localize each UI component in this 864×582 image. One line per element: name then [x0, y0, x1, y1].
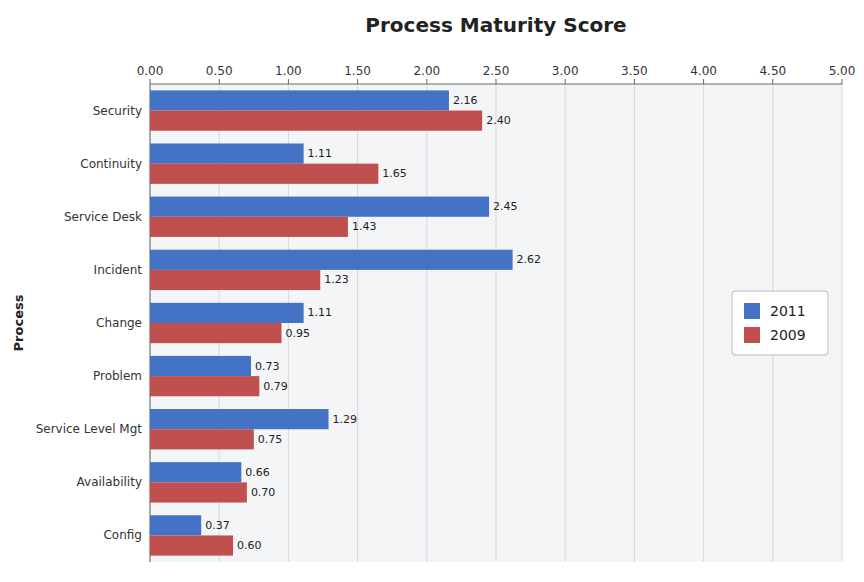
tick-label: 2.50: [483, 64, 510, 78]
bar: [150, 535, 233, 555]
data-label: 0.66: [245, 466, 270, 479]
x-axis-line: [150, 84, 842, 85]
tick-label: 3.50: [621, 64, 648, 78]
y-axis-label: Process: [11, 294, 26, 351]
grid-line: [703, 84, 704, 562]
data-label: 0.75: [258, 433, 283, 446]
bar: [150, 376, 259, 396]
tick-mark: [496, 79, 497, 84]
tick-mark: [219, 79, 220, 84]
data-label: 1.65: [382, 167, 407, 180]
tick-mark: [565, 79, 566, 84]
bar: [150, 429, 254, 449]
bar: [150, 482, 247, 502]
tick-label: 4.50: [759, 64, 786, 78]
x-axis: 0.00 0.50 1.00 1.50 2.00 2.50 3.00 3.50 4.00 4.50…: [137, 64, 856, 84]
data-label: 1.23: [324, 273, 349, 286]
data-label: 0.60: [237, 539, 261, 552]
bar: [150, 515, 201, 535]
category-label: Config: [103, 528, 142, 542]
data-label: 1.29: [333, 413, 358, 426]
tick-mark: [703, 79, 704, 84]
bar: [150, 303, 304, 323]
tick-label: 4.00: [690, 64, 717, 78]
bar: [150, 90, 449, 110]
legend: 2011 2009: [732, 291, 828, 355]
tick-mark: [288, 79, 289, 84]
legend-label: 2011: [770, 303, 806, 319]
legend-box: [732, 291, 828, 355]
bar: [150, 250, 513, 270]
grid-line: [842, 84, 843, 562]
y-axis: Security Continuity Service Desk Incident Ch…: [36, 104, 143, 543]
data-label: 2.62: [517, 253, 542, 266]
tick-label: 1.50: [344, 64, 371, 78]
bar: [150, 323, 281, 343]
data-label: 1.43: [352, 220, 377, 233]
bar: [150, 409, 329, 429]
category-label: Availability: [77, 475, 142, 489]
grid-line: [634, 84, 635, 562]
grid-line: [426, 84, 427, 562]
category-label: Service Level Mgt: [36, 422, 143, 436]
data-label: 2.45: [493, 200, 517, 213]
data-labels: 2.16 1.11 2.45 2.62 1.11 0.73 1.29 0.66 0.37 2.40…: [205, 94, 541, 552]
tick-mark: [772, 79, 773, 84]
bar: [150, 270, 320, 290]
bar: [150, 197, 489, 217]
data-label: 1.11: [308, 306, 333, 319]
x-grid: [150, 84, 842, 562]
tick-label: 2.00: [413, 64, 440, 78]
data-label: 0.70: [251, 486, 276, 499]
data-label: 0.95: [285, 327, 310, 340]
bar: [150, 356, 251, 376]
category-label: Problem: [93, 369, 142, 383]
tick-label: 0.00: [137, 64, 164, 78]
tick-label: 1.00: [275, 64, 302, 78]
bar: [150, 143, 304, 163]
tick-label: 3.00: [552, 64, 579, 78]
tick-mark: [842, 79, 843, 84]
category-label: Security: [93, 104, 142, 118]
tick-label: 0.50: [206, 64, 233, 78]
category-label: Change: [96, 316, 142, 330]
legend-swatch: [744, 327, 760, 343]
category-label: Continuity: [80, 157, 142, 171]
tick-mark: [426, 79, 427, 84]
category-label: Incident: [94, 263, 143, 277]
tick-label: 5.00: [829, 64, 856, 78]
legend-label: 2009: [770, 327, 806, 343]
category-label: Service Desk: [64, 210, 142, 224]
data-label: 2.40: [486, 114, 511, 127]
tick-mark: [150, 79, 151, 84]
bars: [150, 90, 513, 555]
tick-mark: [357, 79, 358, 84]
data-label: 0.37: [205, 519, 230, 532]
tick-mark: [634, 79, 635, 84]
bar: [150, 217, 348, 237]
grid-line: [496, 84, 497, 562]
data-label: 1.11: [308, 147, 333, 160]
grid-line: [565, 84, 566, 562]
bar: [150, 462, 241, 482]
grid-line: [357, 84, 358, 562]
title: Process Maturity Score: [365, 13, 626, 37]
bar: [150, 111, 482, 131]
data-label: 2.16: [453, 94, 478, 107]
chart: 0.00 0.50 1.00 1.50 2.00 2.50 3.00 3.50 4.00 4.50…: [0, 0, 864, 582]
plot-area: [150, 84, 842, 562]
legend-swatch: [744, 303, 760, 319]
data-label: 0.79: [263, 380, 288, 393]
data-label: 0.73: [255, 360, 279, 373]
bar: [150, 164, 378, 184]
